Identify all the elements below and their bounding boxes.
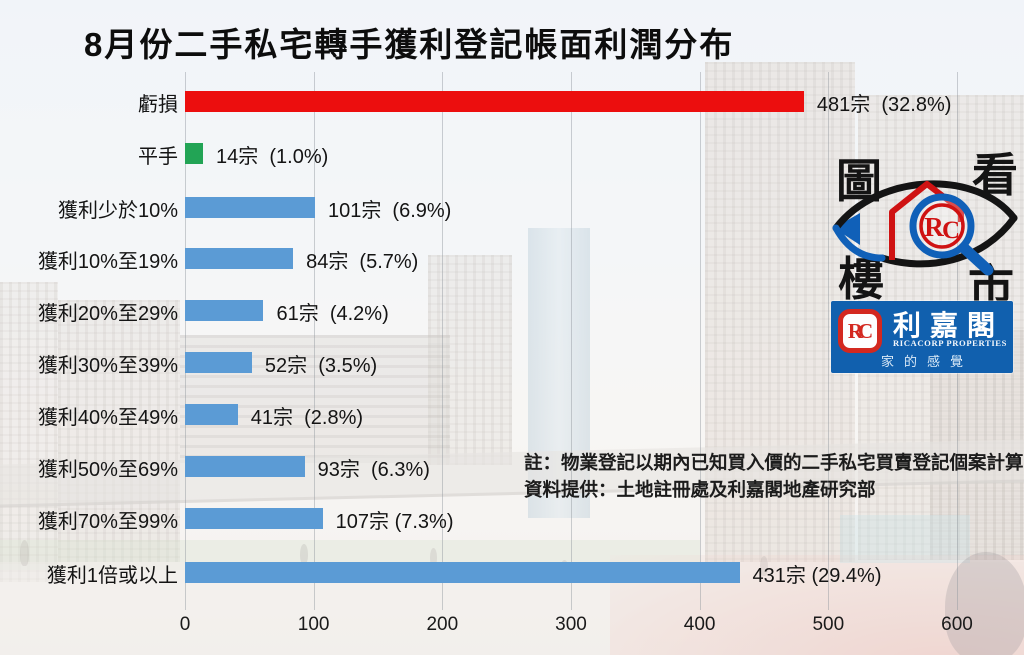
building [0,282,58,582]
gridline [442,72,444,610]
ricacorp-emblem: RC [838,309,882,353]
category-label: 平手 [138,146,178,168]
category-label: 獲利40%至49% [37,407,178,429]
x-tick-label: 200 [426,614,459,635]
person-silhouette [20,540,29,566]
tu-kan-lou-shi-logo: 圖 看 樓 市 R C [830,135,1020,313]
value-label: 107宗 (7.3%) [335,511,454,533]
bar-5 [185,352,252,373]
bar-2 [185,197,315,218]
chart-title: 8月份二手私宅轉手獲利登記帳面利潤分布 [84,26,735,63]
category-label: 獲利50%至69% [37,459,178,481]
value-label: 431宗 (29.4%) [752,565,882,587]
gridline [699,72,701,610]
footnote-line1: 註：物業登記以期內已知買入價的二手私宅買賣登記個案計算 [524,452,1024,473]
category-label: 獲利少於10% [57,200,178,222]
bar-1 [185,143,203,164]
value-label: 41宗 (2.8%) [250,407,364,429]
value-label: 481宗 (32.8%) [816,94,952,116]
eye-monogram-c: C [942,217,960,244]
x-tick-label: 300 [555,614,587,635]
value-label: 84宗 (5.7%) [306,251,419,273]
category-label: 獲利1倍或以上 [46,565,178,587]
ricacorp-name-en: Ricacorp Properties [893,338,1007,348]
value-label: 14宗 (1.0%) [216,146,329,168]
bar-3 [185,248,294,269]
gridline [571,72,572,610]
ricacorp-name-cn: 利嘉閣 [893,310,1005,341]
x-tick-label: 100 [297,614,330,635]
x-tick-label: 500 [812,614,845,635]
bar-0 [185,91,804,112]
gridline [828,72,830,610]
category-label: 虧損 [138,94,178,116]
value-label: 101宗 (6.9%) [327,200,452,222]
category-label: 獲利20%至29% [37,303,178,325]
ricacorp-logo: RC 利嘉閣 Ricacorp Properties 家的感覺 [831,301,1013,373]
person-silhouette [760,556,768,576]
footnotes: 註：物業登記以期內已知買入價的二手私宅買賣登記個案計算 資料提供：土地註冊處及利… [524,449,1024,503]
category-label: 獲利10%至19% [37,251,178,273]
building [58,300,180,562]
logo-char-lou: 樓 [838,254,884,305]
eye-monogram-r: R [924,212,944,242]
gridline [185,72,186,610]
building [428,255,512,465]
bar-9 [185,562,740,583]
x-tick-label: 600 [941,614,973,635]
category-label: 獲利70%至99% [37,511,178,533]
person-silhouette [945,552,1024,655]
gridline [313,72,315,610]
person-silhouette [300,544,308,564]
person-silhouette [430,548,437,566]
x-tick-label: 400 [683,614,716,635]
ricacorp-slogan: 家的感覺 [880,354,973,369]
ricacorp-monogram: RC [847,318,873,343]
x-tick-label: 0 [179,614,191,635]
bar-7 [185,456,305,477]
eye-magnifier-icon: R C [832,180,1018,276]
footnote-line2: 資料提供：土地註冊處及利嘉閣地產研究部 [524,479,876,500]
value-label: 61宗 (4.2%) [276,303,389,325]
value-label: 52宗 (3.5%) [264,355,378,377]
bar-8 [185,508,323,529]
bar-4 [185,300,264,321]
pool-mosaic [840,515,970,563]
category-label: 獲利30%至39% [37,355,178,377]
bar-6 [185,404,238,425]
value-label: 93宗 (6.3%) [317,459,430,481]
